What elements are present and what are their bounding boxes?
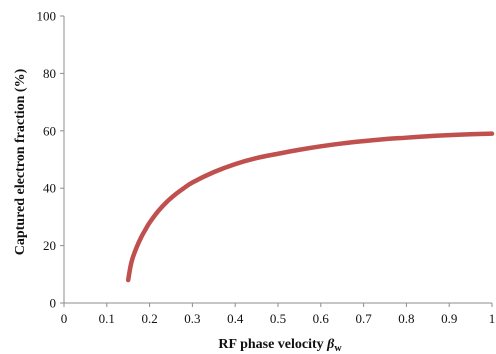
y-axis: 0 20 40 60 80 100 (37, 9, 65, 311)
x-axis-title-text: RF phase velocity (218, 337, 327, 352)
x-axis-title-symbol: β (326, 337, 335, 352)
y-axis-title: Captured electron fraction (%) (13, 68, 28, 255)
y-tick-label: 80 (43, 66, 56, 81)
y-tick-label: 0 (50, 296, 57, 311)
x-axis-title-subscript: w (334, 343, 342, 354)
x-tick-label: 0.9 (441, 311, 457, 326)
x-tick-label: 0.1 (99, 311, 115, 326)
x-axis: 0 0.1 0.2 0.3 0.4 0.5 0.6 0.7 0.8 0.9 1 (61, 302, 496, 326)
x-axis-title: RF phase velocity βw (218, 337, 342, 354)
x-tick-label: 0.7 (355, 311, 372, 326)
y-tick-label: 100 (37, 9, 57, 24)
x-tick-label: 0.8 (398, 311, 414, 326)
x-tick-label: 0 (61, 311, 68, 326)
series-group (125, 131, 495, 283)
x-tick-label: 0.4 (227, 311, 244, 326)
y-tick-label: 20 (43, 238, 56, 253)
x-tick-label: 0.2 (141, 311, 157, 326)
series-line-0 (125, 131, 495, 283)
x-tick-label: 1 (489, 311, 496, 326)
y-tick-label: 40 (43, 181, 56, 196)
y-tick-label: 60 (43, 123, 56, 138)
x-tick-label: 0.5 (270, 311, 286, 326)
x-tick-label: 0.6 (313, 311, 330, 326)
x-tick-label: 0.3 (184, 311, 200, 326)
